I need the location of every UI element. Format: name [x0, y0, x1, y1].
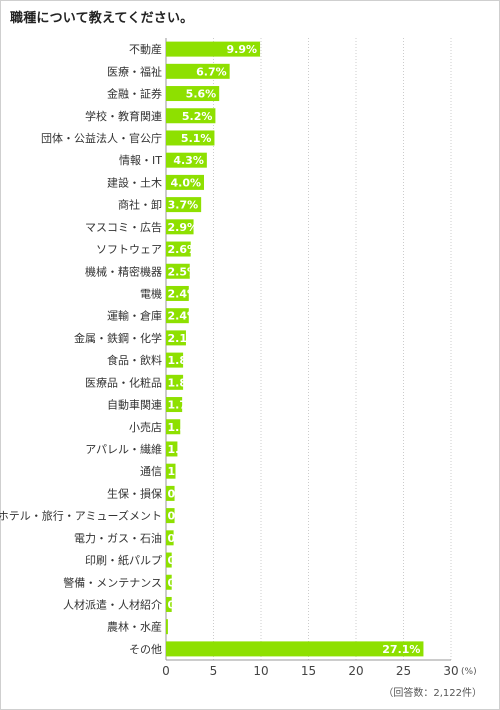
category-label: 医療・福祉 [107, 64, 162, 78]
category-label: 運輸・倉庫 [107, 309, 162, 323]
value-label: 4.3% [173, 154, 204, 167]
value-label: 1.8% [167, 376, 198, 389]
x-tick-label: 5 [210, 664, 218, 678]
x-tick-label: 30 [443, 664, 458, 678]
bar [166, 463, 176, 479]
x-axis-unit: (%) [461, 667, 477, 677]
category-label: 電力・ガス・石油 [74, 531, 162, 545]
response-count-note: （回答数：2,122件） [383, 688, 482, 699]
category-label: その他 [129, 643, 162, 656]
value-label: 2.4% [167, 310, 198, 323]
value-label: 1.8% [167, 354, 198, 367]
value-label: 1.0% [167, 465, 198, 478]
value-label: 5.6% [186, 88, 217, 101]
value-label: 0.9% [167, 487, 198, 500]
x-tick-label: 10 [253, 664, 268, 678]
value-label: 2.6% [167, 243, 198, 256]
bar [166, 619, 168, 635]
x-tick-label: 25 [396, 664, 411, 678]
value-label: 6.7% [196, 65, 227, 78]
value-label: 0.2% [167, 621, 198, 634]
category-label: 自動車関連 [107, 398, 162, 412]
category-label: ソフトウェア [96, 243, 162, 256]
category-label: 通信 [140, 465, 162, 478]
category-label: 医療品・化粧品 [85, 375, 162, 389]
bar [166, 152, 207, 168]
value-label: 5.2% [182, 110, 213, 123]
bar [166, 285, 189, 301]
category-label: 金融・証券 [107, 87, 162, 101]
category-label: 小売店 [129, 420, 162, 434]
value-label: 2.9% [167, 221, 198, 234]
category-label: ホテル・旅行・アミューズメント [0, 509, 162, 523]
category-label: アパレル・繊維 [85, 443, 162, 456]
bar [166, 63, 230, 79]
value-label: 0.6% [167, 576, 198, 589]
category-label: 印刷・紙パルプ [85, 553, 162, 567]
category-label: 生保・損保 [107, 486, 162, 500]
value-label: 0.6% [167, 554, 198, 567]
category-label: マスコミ・広告 [85, 221, 162, 234]
bar [166, 263, 190, 279]
bar [166, 241, 191, 257]
bar [166, 308, 189, 324]
bar [166, 596, 172, 612]
bar [166, 397, 183, 413]
bar [166, 574, 172, 590]
bar [166, 174, 204, 190]
bar [166, 197, 202, 213]
category-label: 食品・飲料 [107, 353, 162, 367]
value-label: 4.0% [170, 176, 201, 189]
bar [166, 219, 194, 235]
category-label: 不動産 [129, 42, 162, 56]
value-label: 2.4% [167, 287, 198, 300]
value-label: 0.9% [167, 510, 198, 523]
category-label: 商社・卸 [118, 198, 162, 212]
x-tick-label: 0 [162, 664, 170, 678]
category-label: 建設・土木 [107, 175, 162, 189]
bar [166, 130, 215, 146]
value-label: 5.1% [181, 132, 212, 145]
category-label: 学校・教育関連 [85, 109, 162, 123]
value-label: 0.8% [167, 532, 198, 545]
x-tick-label: 20 [348, 664, 363, 678]
value-label: 9.9% [227, 43, 258, 56]
category-label: 情報・IT [119, 154, 162, 167]
x-tick-label: 15 [301, 664, 316, 678]
bar [166, 352, 184, 368]
category-label: 人材派遣・人材紹介 [63, 597, 162, 611]
value-label: 2.1% [167, 332, 198, 345]
bar [166, 485, 175, 501]
value-label: 1.7% [167, 399, 198, 412]
bar [166, 330, 186, 346]
bar [166, 419, 181, 435]
bar [166, 374, 184, 390]
bar [166, 641, 424, 657]
value-label: 1.5% [167, 421, 198, 434]
bar [166, 41, 261, 57]
bar [166, 508, 175, 524]
category-label: 団体・公益法人・官公庁 [41, 131, 162, 145]
value-label: 0.6% [167, 598, 198, 611]
bar [166, 530, 174, 546]
value-label: 3.7% [168, 199, 199, 212]
category-label: 電機 [140, 286, 162, 300]
category-label: 金属・鉄鋼・化学 [74, 331, 162, 345]
bar [166, 552, 172, 568]
category-label: 警備・メンテナンス [63, 575, 162, 589]
value-label: 1.2% [167, 443, 198, 456]
value-label: 2.5% [167, 265, 198, 278]
bar [166, 108, 216, 124]
value-label: 27.1% [382, 643, 420, 656]
category-label: 農林・水産 [107, 620, 162, 634]
chart-title: 職種について教えてください。 [10, 11, 194, 26]
category-label: 機械・精密機器 [85, 264, 162, 278]
bar [166, 441, 178, 457]
bar [166, 86, 220, 102]
